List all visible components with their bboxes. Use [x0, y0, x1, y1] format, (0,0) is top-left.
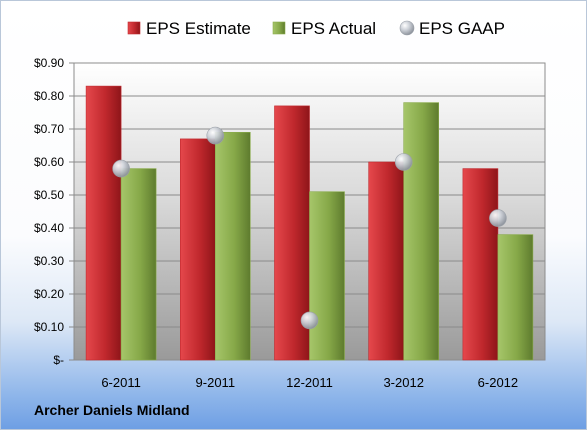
- y-tick-label: $0.20: [34, 287, 64, 301]
- eps-gaap-marker: [206, 126, 225, 145]
- eps-gaap-marker: [300, 311, 319, 330]
- x-tick-label: 6-2012: [478, 375, 518, 390]
- eps-actual-bar: [309, 191, 345, 361]
- legend-swatch: [127, 21, 141, 35]
- eps-actual-bar: [497, 234, 534, 361]
- legend-label: EPS Actual: [291, 19, 376, 38]
- y-tick-label: $-: [53, 353, 64, 367]
- x-tick-label: 3-2012: [383, 375, 423, 390]
- eps-gaap-marker: [489, 209, 507, 227]
- legend-swatch: [272, 21, 286, 35]
- y-tick-label: $0.60: [34, 155, 64, 169]
- eps-estimate-bar: [368, 161, 405, 361]
- eps-gaap-marker: [112, 159, 130, 178]
- eps-gaap-marker: [394, 153, 413, 171]
- x-tick-label: 9-2011: [196, 375, 236, 390]
- eps-estimate-bar: [85, 85, 122, 361]
- x-axis-ticks: 6-2011 9-2011 12-2011 3-2012 6-2012: [101, 375, 518, 390]
- company-name: Archer Daniels Midland: [34, 402, 190, 418]
- y-tick-label: $0.80: [34, 89, 64, 103]
- eps-actual-bar: [120, 168, 157, 361]
- y-tick-label: $0.30: [34, 254, 64, 268]
- y-tick-label: $0.90: [34, 56, 64, 70]
- gaap-markers: [112, 126, 507, 330]
- eps-actual-bar: [403, 102, 440, 361]
- legend-label: EPS Estimate: [146, 19, 251, 38]
- y-tick-label: $0.10: [34, 320, 64, 334]
- eps-estimate-bar: [180, 138, 216, 361]
- legend-label: EPS GAAP: [419, 19, 505, 38]
- y-tick-label: $0.40: [34, 221, 64, 235]
- legend: EPS Estimate EPS Actual EPS GAAP: [127, 19, 505, 38]
- y-axis-ticks: $- $0.10 $0.20 $0.30 $0.40 $0.50 $0.60 $0.70 $0.…: [34, 56, 74, 367]
- x-tick-label: 12-2011: [286, 375, 333, 390]
- legend-swatch: [399, 20, 415, 36]
- bar-marks: [85, 85, 534, 361]
- eps-actual-bar: [215, 132, 251, 361]
- y-tick-label: $0.50: [34, 188, 64, 202]
- x-tick-label: 6-2011: [101, 375, 141, 390]
- eps-estimate-bar: [462, 168, 499, 361]
- y-tick-label: $0.70: [34, 122, 64, 136]
